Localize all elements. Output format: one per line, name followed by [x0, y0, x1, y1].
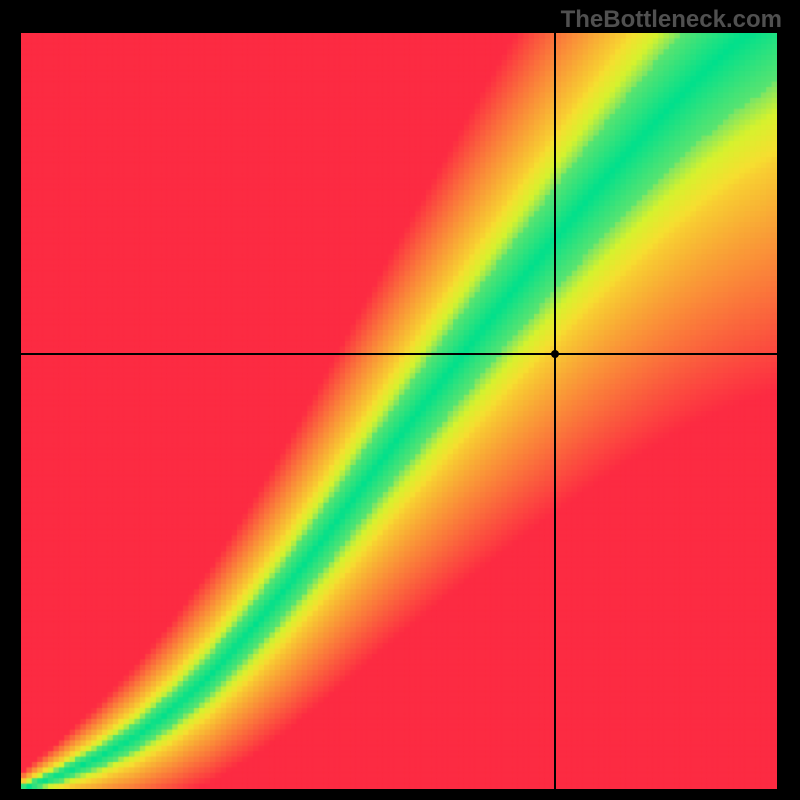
marker-point: [551, 350, 559, 358]
heatmap-canvas: [21, 33, 777, 789]
crosshair-vertical: [554, 33, 556, 789]
chart-container: TheBottleneck.com: [0, 0, 800, 800]
plot-area: [21, 33, 777, 789]
crosshair-horizontal: [21, 353, 777, 355]
watermark-text: TheBottleneck.com: [561, 6, 782, 34]
